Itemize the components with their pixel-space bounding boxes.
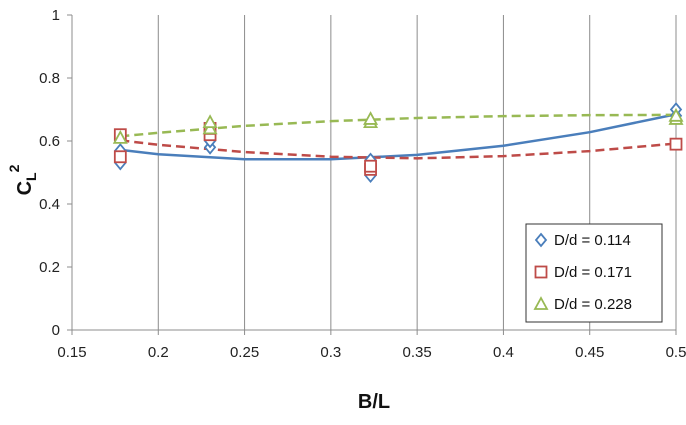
tick-labels: 0 0.2 0.4 0.6 0.8 1 0.15 0.2 0.25 0.3 0.35 0.4 0.45 0…	[39, 7, 686, 361]
svg-text:CL2: CL2	[6, 164, 39, 195]
x-tick-label: 0.5	[666, 344, 686, 361]
legend-label: D/d = 0.171	[554, 264, 632, 281]
legend-label: D/d = 0.228	[554, 296, 632, 313]
triangle-marker	[533, 296, 549, 310]
x-tick-label: 0.4	[493, 344, 514, 361]
y-axis-title: CL2	[6, 164, 39, 195]
y-axis-title-sup: 2	[6, 164, 22, 172]
data-points	[112, 102, 684, 184]
legend-box	[525, 223, 663, 323]
axes	[67, 14, 677, 335]
x-tick-label: 0.3	[320, 344, 341, 361]
legend: D/d = 0.114 D/d = 0.171 D/d = 0.228	[525, 223, 663, 323]
x-tick-label: 0.2	[148, 344, 169, 361]
grid	[157, 15, 677, 330]
y-tick-label: 0	[52, 322, 60, 339]
square-marker	[364, 159, 377, 173]
y-tick-label: 1	[52, 7, 60, 24]
y-axis-title-sub: L	[23, 172, 39, 181]
square-marker	[534, 265, 548, 279]
triangle-marker	[668, 107, 684, 122]
legend-label: D/d = 0.114	[554, 232, 631, 249]
y-tick-label: 0.6	[39, 133, 60, 150]
square-marker	[113, 150, 127, 164]
x-axis-title: B/L	[358, 391, 390, 413]
y-tick-label: 0.2	[39, 259, 60, 276]
triangle-marker	[112, 129, 128, 144]
x-tick-label: 0.45	[575, 344, 604, 361]
square-marker	[669, 137, 683, 151]
y-tick-label: 0.8	[39, 70, 60, 87]
y-axis-title-base: C	[14, 181, 36, 195]
y-tick-label: 0.4	[39, 196, 60, 213]
triangle-marker	[202, 114, 218, 128]
diamond-marker	[534, 232, 548, 248]
x-tick-label: 0.15	[57, 344, 86, 361]
triangle-marker	[363, 111, 379, 125]
x-tick-label: 0.35	[403, 344, 432, 361]
x-tick-label: 0.25	[230, 344, 259, 361]
